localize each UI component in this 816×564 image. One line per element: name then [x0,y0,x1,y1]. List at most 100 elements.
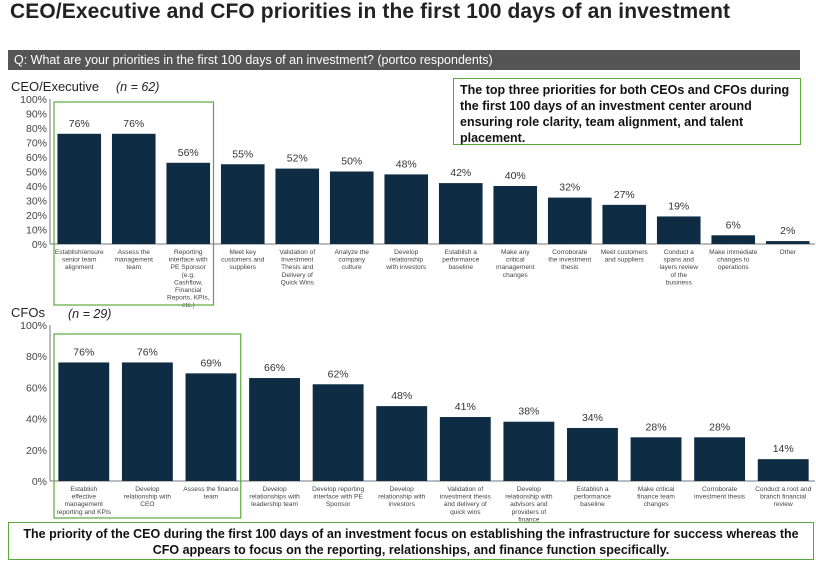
ceo-data-label: 48% [396,158,417,170]
cfo-ytick-label: 20% [26,445,47,457]
ceo-data-label: 32% [559,182,580,194]
cfo-highlight-box [53,333,242,519]
cfo-ytick-label: 100% [20,320,47,332]
ceo-bar [329,171,374,244]
cfo-data-label: 38% [518,406,539,418]
cfo-bar [249,378,300,481]
ceo-chart-subtitle: (n = 62) [116,80,159,94]
cfo-data-label: 28% [709,421,730,433]
ceo-chart-title: CEO/Executive [11,79,99,94]
cfo-chart-title: CFOs [11,305,45,320]
ceo-category-label: Meet customers and suppliers [601,249,649,264]
cfo-category-label: Establish effective management reporting an… [56,486,111,516]
cfo-category-label: Establish a performance baseline [574,486,611,508]
cfo-category-label: Make critical finance team changes [637,486,675,508]
ceo-data-label: 19% [668,200,689,212]
ceo-bar [602,204,647,244]
ceo-category-label: Develop relationship with investors [385,249,427,271]
ceo-category-label: Establish/ensure senior team alignment [55,249,104,271]
ceo-bar [166,162,211,244]
ceo-bar [493,186,538,244]
cfo-bar [567,427,618,481]
cfo-category-label: Develop relationship with investors [378,486,426,508]
cfo-bar [121,362,173,481]
ceo-data-label: 27% [614,189,635,201]
ceo-category-label: Analyze the company culture [335,249,370,271]
ceo-data-label: 56% [178,147,199,159]
ceo-ytick-label: 0% [32,239,47,251]
ceo-category-label: Reporting interface with PE Sponsor (e.g. Ca… [167,249,210,309]
cfo-data-label: 62% [328,368,349,380]
cfo-chart-subtitle: (n = 29) [68,307,111,321]
ceo-category-label: Assess the management team [115,249,154,271]
ceo-bar [656,216,701,244]
ceo-category-label: Make any critical management changes [496,249,535,279]
ceo-category-label: Meet key customers and suppliers [221,249,265,271]
ceo-data-label: 42% [450,167,471,179]
page-title: CEO/Executive and CFO priorities in the … [10,0,731,23]
cfo-category-label: Develop relationship with advisors and prov… [505,486,553,523]
ceo-category-label: Other [780,249,797,256]
question-bar: Q: What are your priorities in the first… [8,50,800,70]
cfo-bar [312,384,364,481]
ceo-bar [547,197,592,244]
ceo-bar [711,235,756,244]
ceo-ytick-label: 90% [26,109,47,121]
ceo-category-label: Validation of Investment Thesis and Deliver… [279,249,315,286]
callout-box: The top three priorities for both CEOs a… [453,78,801,145]
ceo-bar [765,241,810,244]
cfo-data-label: 34% [582,412,603,424]
ceo-ytick-label: 20% [26,210,47,222]
cfo-bar [757,459,809,481]
ceo-chart: 0% 10% 20% 30% 40% 50% 60% 70% 80% 90% 100% 76% Esta… [20,94,815,309]
cfo-data-label: 76% [73,346,94,358]
cfo-category-label: Develop relationship with CEO [124,486,172,508]
cfo-data-label: 41% [455,401,476,413]
cfo-data-label: 66% [264,362,285,374]
ceo-category-label: Make immediate changes to operations [709,249,758,271]
ceo-ytick-label: 30% [26,196,47,208]
cfo-bar [694,437,746,481]
cfo-data-label: 28% [646,421,667,433]
footer-summary: The priority of the CEO during the first… [8,522,814,560]
ceo-highlight-box [53,101,215,306]
ceo-ytick-label: 70% [26,138,47,150]
cfo-category-label: Corroborate investment thesis [694,486,746,501]
cfo-data-label: 14% [773,443,794,455]
cfo-ytick-label: 40% [26,414,47,426]
cfo-data-label: 76% [137,346,158,358]
cfo-bar [630,437,682,481]
ceo-ytick-label: 60% [26,152,47,164]
ceo-category-label: Conduct a spans and layers review of the bus… [660,249,699,286]
cfo-category-label: Develop relationships with leadership team [249,486,300,508]
ceo-data-label: 40% [505,170,526,182]
cfo-bar [503,421,555,481]
ceo-ytick-label: 100% [20,94,47,106]
cfo-chart: 0% 20% 40% 60% 80% 100% 76% Establish effective m… [20,320,815,523]
ceo-data-label: 50% [341,156,362,168]
ceo-bar [384,174,429,244]
ceo-bar [438,183,483,244]
ceo-data-label: 52% [287,153,308,165]
ceo-category-label: Establish a performance baseline [442,249,479,271]
cfo-ytick-label: 0% [32,476,47,488]
ceo-category-label: Corroborate the investment thesis [548,249,591,271]
cfo-category-label: Develop reporting interface with PE Sponso… [312,486,364,508]
cfo-data-label: 48% [391,390,412,402]
ceo-bar [57,133,102,244]
cfo-bar [376,406,428,481]
ceo-data-label: 76% [123,118,144,130]
ceo-ytick-label: 10% [26,225,47,237]
ceo-bar [111,133,156,244]
cfo-data-label: 69% [200,357,221,369]
ceo-ytick-label: 40% [26,181,47,193]
ceo-data-label: 76% [69,118,90,130]
ceo-data-label: 55% [232,148,253,160]
cfo-bar [58,362,110,481]
ceo-data-label: 6% [726,219,741,231]
cfo-bar [185,373,237,481]
ceo-bar [275,168,320,244]
ceo-ytick-label: 50% [26,167,47,179]
cfo-bar [439,417,491,481]
